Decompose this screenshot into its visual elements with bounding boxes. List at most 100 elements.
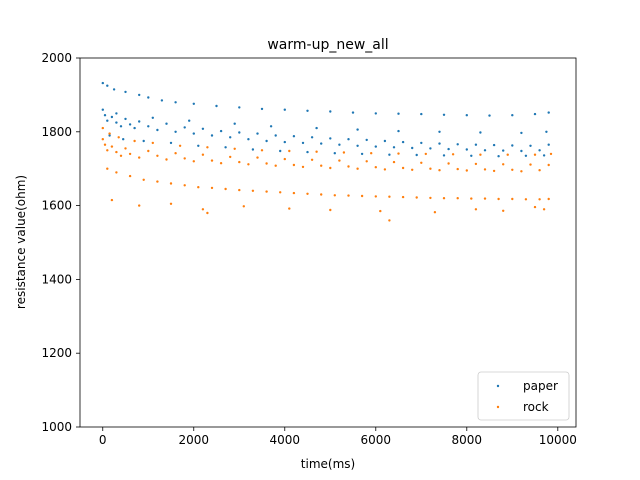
point-paper (101, 108, 105, 111)
point-paper (274, 134, 277, 137)
point-rock (210, 159, 214, 162)
point-rock (379, 209, 382, 213)
point-paper (374, 112, 377, 115)
point-rock (238, 160, 241, 164)
point-paper (447, 147, 450, 151)
point-paper (128, 123, 132, 126)
point-rock (479, 153, 482, 156)
point-rock (174, 152, 177, 155)
point-paper (279, 149, 282, 153)
y-axis-label: resistance value(ohm) (14, 175, 28, 309)
point-paper (524, 154, 528, 157)
point-rock (424, 152, 427, 156)
point-paper (115, 112, 118, 115)
point-rock (524, 198, 528, 201)
point-paper (115, 121, 118, 124)
point-paper (420, 112, 423, 116)
point-rock (538, 169, 541, 172)
point-paper (165, 122, 168, 125)
point-rock (397, 152, 400, 155)
point-rock (103, 143, 107, 146)
point-paper (520, 149, 523, 153)
point-rock (101, 138, 105, 141)
point-paper (329, 110, 332, 113)
point-paper (247, 138, 250, 141)
legend-label-paper: paper (523, 379, 558, 393)
legend-label-rock: rock (523, 400, 549, 414)
point-paper (108, 134, 111, 137)
point-paper (192, 132, 195, 135)
point-rock (360, 194, 364, 198)
point-rock (233, 147, 236, 150)
point-paper (533, 112, 537, 116)
point-rock (456, 167, 459, 171)
point-rock (547, 163, 550, 167)
point-paper (210, 134, 214, 137)
point-paper (306, 150, 309, 154)
point-paper (269, 125, 273, 128)
point-paper (356, 128, 359, 131)
point-rock (206, 146, 209, 149)
point-rock (224, 187, 227, 191)
point-rock (447, 162, 450, 165)
point-paper (470, 154, 473, 157)
point-paper (301, 141, 305, 145)
point-rock (329, 166, 332, 170)
point-rock (279, 191, 282, 194)
point-rock (492, 169, 496, 173)
point-paper (547, 143, 550, 146)
point-rock (347, 165, 350, 168)
point-rock (192, 160, 195, 163)
point-rock (128, 152, 132, 156)
point-paper (438, 142, 441, 145)
point-paper (306, 109, 309, 113)
point-rock (301, 165, 305, 169)
point-paper (383, 139, 387, 143)
point-paper (201, 127, 205, 130)
point-rock (165, 158, 168, 161)
point-rock (320, 164, 323, 167)
point-rock (247, 163, 250, 166)
y-tick-label: 1600 (41, 199, 72, 213)
x-axis-label: time(ms) (301, 457, 355, 471)
point-paper (315, 126, 318, 130)
point-rock (274, 164, 277, 167)
point-paper (545, 130, 548, 133)
point-rock (533, 153, 537, 156)
point-paper (374, 145, 377, 148)
point-paper (511, 144, 514, 147)
point-rock (374, 195, 377, 198)
point-rock (115, 171, 118, 174)
x-tick-label: 10000 (539, 433, 577, 447)
point-rock (401, 166, 405, 170)
point-paper (224, 146, 227, 149)
point-rock (374, 166, 377, 169)
point-paper (147, 125, 150, 128)
point-paper (347, 138, 350, 141)
point-paper (520, 131, 523, 135)
point-rock (201, 153, 205, 156)
x-tick-label: 4000 (269, 433, 300, 447)
point-paper (488, 114, 491, 117)
point-paper (438, 130, 441, 133)
point-rock (292, 191, 296, 195)
point-paper (456, 143, 459, 146)
point-rock (420, 161, 423, 164)
point-rock (456, 197, 459, 200)
point-rock (101, 126, 105, 130)
point-rock (219, 162, 223, 165)
point-rock (260, 149, 264, 152)
point-rock (547, 197, 550, 201)
point-rock (388, 195, 391, 198)
x-tick-label: 0 (99, 433, 107, 447)
point-rock (110, 198, 114, 202)
point-paper (365, 138, 368, 142)
point-rock (465, 169, 468, 172)
point-rock (497, 197, 500, 201)
point-paper (356, 144, 359, 147)
point-paper (360, 152, 364, 156)
point-rock (128, 174, 132, 178)
point-rock (411, 168, 414, 171)
point-rock (342, 151, 346, 154)
